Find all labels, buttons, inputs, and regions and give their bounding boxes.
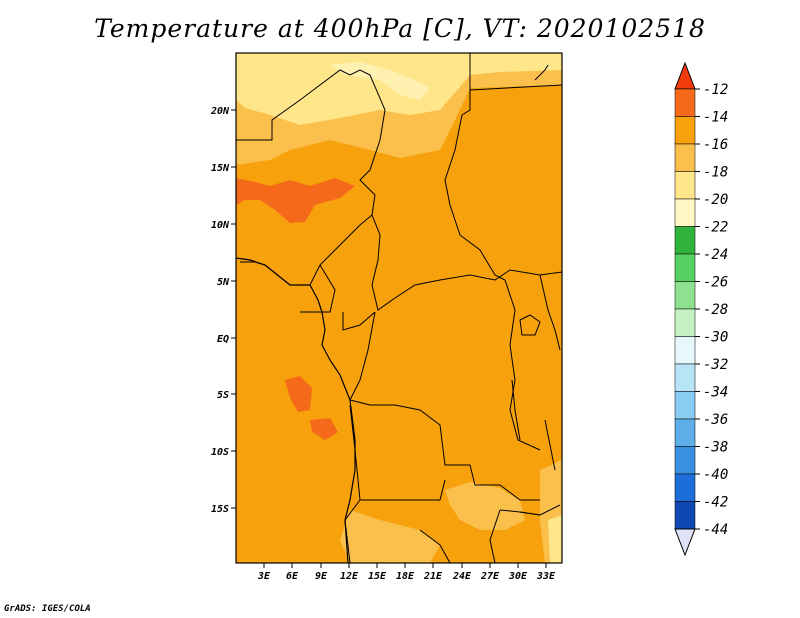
border-zimbabwe [489, 509, 501, 564]
x-tick-label: 3E [257, 571, 271, 582]
border-car [371, 214, 563, 311]
x-tick-label: 9E [315, 571, 328, 582]
border-drc-south [349, 399, 540, 501]
colorbar-label: -16 [703, 137, 728, 153]
temperature-field [236, 53, 562, 563]
colorbar-label: -22 [703, 220, 728, 236]
colorbar-box [674, 501, 696, 530]
colorbar-label: -20 [703, 192, 728, 208]
plot-frame [235, 52, 563, 564]
y-tick-label: 10S [211, 447, 229, 458]
colorbar-ticks [695, 88, 700, 530]
colorbar-label: -14 [703, 110, 728, 126]
y-tick-label: 5N [217, 277, 230, 288]
y-tick-label: 20N [210, 106, 230, 117]
lake-tanganyika [511, 379, 521, 441]
x-tick-label: 15E [368, 571, 387, 582]
x-axis: 3E 6E 9E 12E 15E 18E 21E 24E 27E 30E 33E [257, 563, 556, 582]
colorbar-label: -28 [703, 302, 728, 318]
colorbar-box [674, 171, 696, 200]
colorbar-box [674, 363, 696, 392]
border-gabon [342, 311, 376, 331]
colorbar-box [674, 336, 696, 365]
y-tick-label: 5S [217, 390, 229, 401]
y-tick-label: 10N [211, 220, 230, 231]
warm-patch-west-africa [236, 178, 355, 223]
warm-patch-atlantic [285, 376, 312, 412]
x-tick-label: 24E [452, 571, 472, 582]
colorbar-label: -40 [703, 467, 728, 483]
border-drc-east [504, 279, 541, 451]
x-tick-label: 33E [536, 571, 556, 582]
colorbar-label: -18 [703, 165, 728, 181]
y-tick-label: 15N [211, 163, 230, 174]
colorbar-label: -12 [703, 82, 728, 98]
border-cameroon [300, 264, 336, 313]
colorbar-label: -34 [703, 385, 728, 401]
cool-patch-namibia [340, 510, 440, 563]
border-uganda [539, 274, 561, 351]
colorbar-label: -42 [703, 495, 728, 511]
y-tick-label: 15S [211, 504, 229, 515]
x-tick-label: 12E [340, 571, 359, 582]
x-tick-label: 18E [396, 571, 415, 582]
lake-malawi [544, 419, 556, 471]
lt18-patch-east [548, 515, 562, 563]
colorbar-top-arrow [674, 61, 696, 90]
border-chad-sudan [444, 53, 506, 281]
colorbar-box [674, 391, 696, 420]
x-tick-label: 27E [480, 571, 500, 582]
colorbar-box [674, 446, 696, 475]
lake-kariba [519, 511, 541, 516]
x-tick-label: 6E [286, 571, 299, 582]
colorbar-box [674, 308, 696, 337]
colorbar-box [674, 88, 696, 117]
lake-victoria [519, 314, 541, 336]
colorbar-labels: -12 -14 -16 -18 -20 -22 -24 -26 -28 -30 … [703, 82, 728, 538]
colorbar-label: -38 [703, 440, 728, 456]
colorbar-label: -32 [703, 357, 728, 373]
colorbar-box [674, 143, 696, 172]
colorbar-box [674, 281, 696, 310]
plot-title: Temperature at 400hPa [C], VT: 202010251… [94, 14, 706, 43]
border-congo [349, 311, 376, 401]
colorbar-box [674, 226, 696, 255]
coastline-west [235, 257, 356, 564]
cool-patch-zambia [445, 482, 525, 530]
colorbar-label: -30 [703, 330, 728, 346]
border-angola-south [360, 479, 446, 501]
colorbar-box [674, 253, 696, 282]
x-tick-label: 21E [423, 571, 443, 582]
border-egypt-sudan [469, 84, 563, 91]
colorbar-label: -26 [703, 275, 728, 291]
colorbar-label: -24 [703, 247, 728, 263]
colorbar: -12 -14 -16 -18 -20 -22 -24 -26 -28 -30 … [674, 61, 728, 557]
y-tick-label: EQ [217, 334, 229, 345]
colorbar-boxes [674, 88, 696, 530]
warm-patch-angola-coast [310, 418, 338, 440]
field-band-lightest [330, 62, 430, 100]
x-tick-label: 30E [508, 571, 528, 582]
colorbar-box [674, 473, 696, 502]
colorbar-label: -36 [703, 412, 728, 428]
colorbar-box [674, 198, 696, 227]
colorbar-label: -44 [703, 522, 728, 538]
red-sea-coast [534, 64, 549, 81]
border-botswana [419, 529, 451, 564]
colorbar-box [674, 116, 696, 145]
y-axis: 20N 15N 10N 5N EQ 5S 10S 15S [210, 106, 236, 515]
colorbar-bottom-arrow [674, 528, 696, 557]
credit-text: GrADS: IGES/COLA [4, 604, 91, 614]
country-borders [235, 53, 563, 564]
colorbar-box [674, 418, 696, 447]
